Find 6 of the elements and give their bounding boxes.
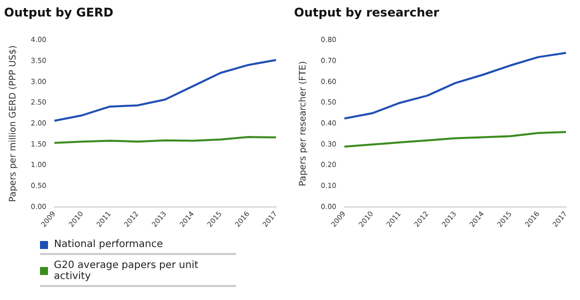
y-axis-title: Papers per million GERD (PPP US$) xyxy=(8,45,19,202)
y-axis-title: Papers per researcher (FTE) xyxy=(298,61,309,186)
legend-label: G20 average papers per unit activity xyxy=(54,260,200,282)
chart-title: Output by researcher xyxy=(294,5,440,20)
legend-label: National performance xyxy=(54,239,163,250)
chart-title: Output by GERD xyxy=(4,5,114,20)
